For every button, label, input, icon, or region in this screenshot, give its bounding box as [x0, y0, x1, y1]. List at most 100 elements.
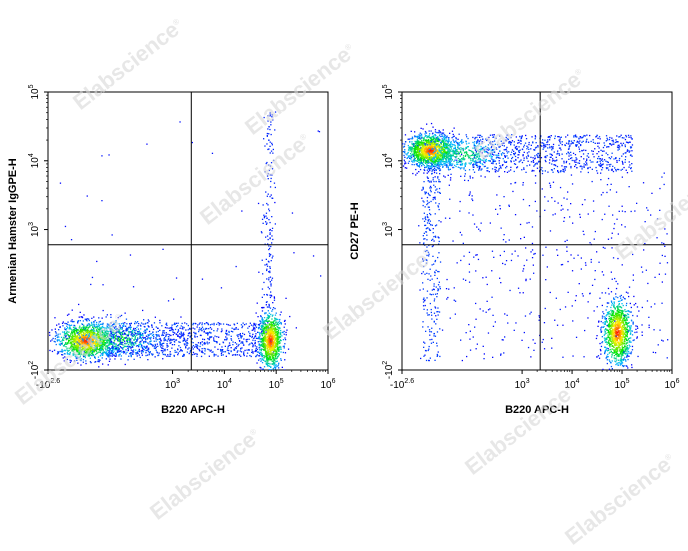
event-dot: [426, 164, 427, 165]
event-dot: [258, 341, 259, 342]
event-dot: [73, 321, 74, 322]
event-dot: [70, 362, 71, 363]
event-dot: [141, 345, 142, 346]
event-dot: [268, 326, 269, 327]
event-dot: [416, 160, 417, 161]
y-tick-label: 105: [28, 84, 41, 99]
event-dot: [268, 219, 269, 220]
event-dot: [189, 353, 190, 354]
event-dot: [273, 353, 274, 354]
event-dot: [71, 239, 72, 240]
event-dot: [285, 339, 286, 340]
event-dot: [109, 341, 110, 342]
event-dot: [79, 354, 80, 355]
event-dot: [262, 345, 263, 346]
event-dot: [97, 340, 98, 341]
event-dot: [164, 330, 165, 331]
event-dot: [211, 336, 212, 337]
event-dot: [272, 347, 273, 348]
event-dot: [108, 347, 109, 348]
event-dot: [266, 341, 267, 342]
event-dot: [132, 333, 133, 334]
event-dot: [273, 355, 274, 356]
event-dot: [262, 332, 263, 333]
event-dot: [238, 345, 239, 346]
event-dot: [272, 328, 273, 329]
event-dot: [264, 355, 265, 356]
event-dot: [105, 353, 106, 354]
event-dot: [79, 352, 80, 353]
event-dot: [266, 324, 267, 325]
event-dot: [125, 353, 126, 354]
event-dot: [138, 334, 139, 335]
event-dot: [432, 127, 433, 128]
event-dot: [110, 317, 111, 318]
event-dot: [268, 249, 269, 250]
event-dot: [274, 202, 275, 203]
event-dot: [211, 324, 212, 325]
event-dot: [104, 338, 105, 339]
event-dot: [279, 319, 280, 320]
event-dot: [58, 351, 59, 352]
event-dot: [72, 336, 73, 337]
event-dot: [268, 363, 269, 364]
event-dot: [110, 331, 111, 332]
event-dot: [184, 322, 185, 323]
event-dot: [263, 360, 264, 361]
event-dot: [234, 324, 235, 325]
event-dot: [242, 333, 243, 334]
event-dot: [280, 330, 281, 331]
event-dot: [226, 356, 227, 357]
event-dot: [270, 121, 271, 122]
event-dot: [172, 329, 173, 330]
event-dot: [192, 354, 193, 355]
event-dot: [174, 341, 175, 342]
event-dot: [275, 315, 276, 316]
event-dot: [105, 348, 106, 349]
event-dot: [241, 210, 242, 211]
event-dot: [94, 337, 95, 338]
event-dot: [80, 356, 81, 357]
event-dot: [289, 316, 290, 317]
event-dot: [219, 324, 220, 325]
event-dot: [231, 336, 232, 337]
event-dot: [267, 339, 268, 340]
event-dot: [100, 339, 101, 340]
event-dot: [242, 343, 243, 344]
event-dot: [264, 264, 265, 265]
event-dot: [237, 336, 238, 337]
event-dot: [210, 327, 211, 328]
event-dot: [142, 310, 143, 311]
event-dot: [278, 353, 279, 354]
event-dot: [110, 348, 111, 349]
event-dot: [77, 329, 78, 330]
event-dot: [267, 347, 268, 348]
event-dot: [246, 323, 247, 324]
event-dot: [255, 333, 256, 334]
event-dot: [126, 337, 127, 338]
event-dot: [64, 344, 65, 345]
event-dot: [77, 321, 78, 322]
event-dot: [156, 338, 157, 339]
event-dot: [267, 322, 268, 323]
event-dot: [268, 140, 269, 141]
event-dot: [270, 165, 271, 166]
event-dot: [296, 327, 297, 328]
event-dot: [235, 354, 236, 355]
event-dot: [110, 329, 111, 330]
event-dot: [176, 323, 177, 324]
event-dot: [225, 351, 226, 352]
event-dot: [90, 338, 91, 339]
event-dot: [267, 120, 268, 121]
event-dot: [229, 325, 230, 326]
event-dot: [108, 364, 109, 365]
event-dot: [418, 171, 419, 172]
event-dot: [461, 154, 462, 155]
event-dot: [255, 351, 256, 352]
event-dot: [247, 328, 248, 329]
event-dot: [125, 313, 126, 314]
event-dot: [79, 327, 80, 328]
event-dot: [278, 324, 279, 325]
event-dot: [229, 332, 230, 333]
event-dot: [107, 356, 108, 357]
